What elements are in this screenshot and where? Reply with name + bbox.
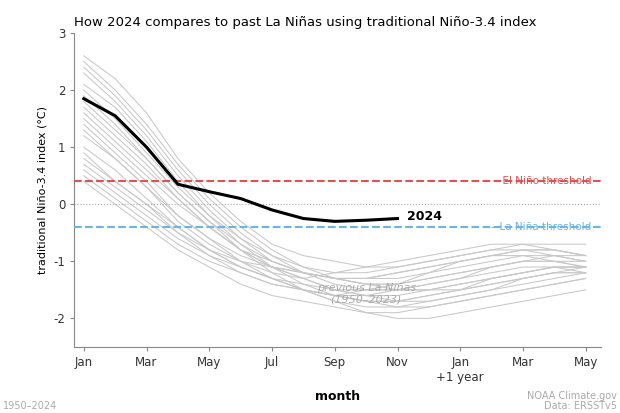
Text: – El Niño threshold –: – El Niño threshold –: [494, 176, 600, 186]
Y-axis label: traditional Niño-3.4 index (°C): traditional Niño-3.4 index (°C): [38, 106, 48, 274]
Text: How 2024 compares to past La Niñas using traditional Niño-3.4 index: How 2024 compares to past La Niñas using…: [74, 16, 537, 29]
Text: Data: ERSSTv5: Data: ERSSTv5: [544, 401, 617, 411]
Text: NOAA Climate.gov: NOAA Climate.gov: [527, 391, 617, 401]
Text: 2024: 2024: [407, 210, 442, 223]
Text: previous La Niñas
(1950–2023): previous La Niñas (1950–2023): [317, 283, 415, 305]
X-axis label: month: month: [316, 389, 360, 403]
Text: – La Niña threshold –: – La Niña threshold –: [491, 222, 600, 232]
Text: 1950–2024: 1950–2024: [3, 401, 57, 411]
